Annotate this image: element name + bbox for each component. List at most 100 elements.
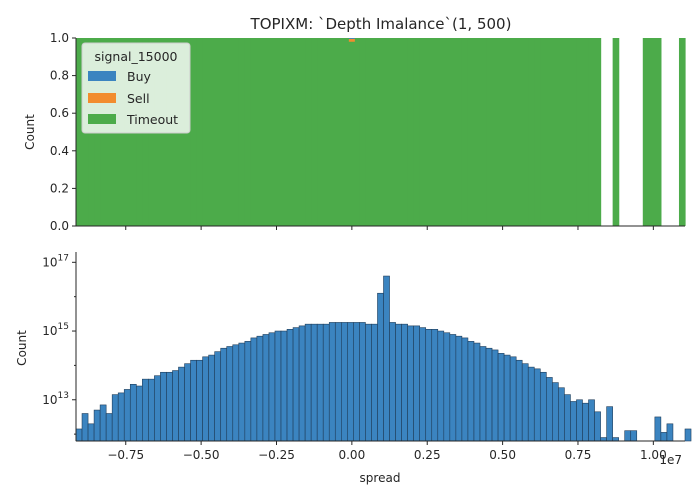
top-y-tick-label: 1.0	[50, 31, 69, 45]
chart-title: TOPIXM: `Depth Imalance`(1, 500)	[250, 15, 512, 33]
histogram-bar	[148, 378, 155, 442]
timeout-bar	[244, 38, 252, 226]
timeout-bar	[214, 38, 222, 226]
timeout-bar	[335, 38, 342, 226]
histogram-bar	[347, 322, 354, 442]
timeout-bar	[612, 38, 620, 226]
histogram-bar	[250, 337, 258, 442]
timeout-bar	[76, 38, 83, 226]
timeout-bar	[479, 38, 487, 226]
histogram-bar	[437, 330, 445, 442]
top-y-axis-label: Count	[23, 114, 37, 150]
top-y-tick-label: 0.6	[50, 106, 69, 120]
histogram-bar	[274, 330, 282, 442]
timeout-bar	[305, 38, 312, 226]
histogram-bar	[533, 368, 541, 442]
histogram-bar	[461, 337, 469, 442]
timeout-bar	[407, 38, 415, 226]
timeout-bar	[467, 38, 475, 226]
bottom-x-tick-label: 0.25	[414, 448, 441, 462]
histogram-bar	[160, 371, 167, 442]
histogram-bar	[142, 378, 149, 442]
histogram-bar	[87, 423, 95, 442]
histogram-bar	[630, 430, 638, 442]
histogram-bar	[552, 382, 559, 442]
histogram-bar	[178, 366, 185, 442]
bottom-y-axis-label: Count	[15, 330, 29, 366]
histogram-bar	[521, 363, 529, 442]
timeout-bar	[341, 38, 348, 226]
histogram-bar	[328, 322, 336, 442]
timeout-bar	[365, 38, 373, 226]
histogram-bar	[660, 432, 668, 442]
timeout-bar	[431, 38, 439, 226]
timeout-bar	[534, 38, 541, 226]
histogram-bar	[491, 349, 499, 442]
histogram-bar	[196, 359, 203, 442]
timeout-bar	[268, 38, 276, 226]
timeout-bar	[425, 38, 433, 226]
top-y-tick-label: 0.8	[50, 69, 69, 83]
histogram-bar	[407, 325, 414, 442]
timeout-bar	[648, 38, 656, 226]
timeout-bar	[528, 38, 535, 226]
legend-swatch-buy	[88, 71, 116, 81]
histogram-bar	[93, 409, 101, 442]
timeout-bar	[262, 38, 270, 226]
histogram-bar	[341, 322, 348, 442]
timeout-bar	[401, 38, 409, 226]
histogram-bar	[316, 323, 324, 442]
histogram-bar	[539, 371, 547, 442]
histogram-bar	[334, 322, 342, 442]
histogram-bar	[509, 356, 517, 442]
timeout-bar	[564, 38, 572, 226]
timeout-bar	[510, 38, 517, 226]
timeout-bar	[389, 38, 397, 226]
histogram-bar	[395, 323, 402, 442]
bottom-y-tick-label: 1015	[42, 322, 69, 338]
histogram-bar	[425, 329, 433, 442]
timeout-bar	[492, 38, 499, 226]
legend-title: signal_15000	[95, 49, 178, 64]
histogram-bar	[268, 332, 276, 442]
histogram-bar	[166, 371, 173, 442]
histogram-bar	[576, 399, 583, 442]
timeout-bar	[582, 38, 590, 226]
timeout-bar	[576, 38, 584, 226]
bottom-x-tick-label: −0.50	[183, 448, 220, 462]
timeout-bar	[546, 38, 553, 226]
histogram-bar	[286, 329, 294, 442]
histogram-bar	[503, 354, 511, 442]
histogram-bar	[172, 370, 179, 442]
legend-box	[81, 42, 191, 134]
histogram-bar	[129, 383, 137, 442]
timeout-bar	[196, 38, 204, 226]
histogram-bar	[99, 404, 107, 442]
histogram-bar	[262, 334, 270, 442]
histogram-bar	[527, 366, 535, 442]
timeout-bar	[256, 38, 264, 226]
histogram-bar	[582, 402, 589, 442]
histogram-bar	[208, 354, 215, 442]
timeout-bar	[311, 38, 318, 226]
histogram-bar	[449, 334, 457, 442]
timeout-bar	[413, 38, 421, 226]
histogram-bar	[190, 359, 197, 442]
timeout-bar	[353, 38, 360, 226]
timeout-bar	[202, 38, 210, 226]
timeout-bar	[323, 38, 330, 226]
timeout-bar	[455, 38, 463, 226]
histogram-bar	[600, 437, 607, 442]
histogram-bar	[455, 335, 463, 442]
histogram-bar	[389, 322, 396, 442]
legend-swatch-sell	[88, 93, 116, 103]
top-y-tick-label: 0.0	[50, 219, 69, 233]
histogram-bar	[479, 346, 487, 442]
histogram-bar	[377, 292, 384, 442]
histogram-bar	[546, 377, 553, 442]
histogram-bar	[105, 413, 113, 442]
timeout-bar	[208, 38, 216, 226]
histogram-bar	[606, 406, 613, 442]
histogram-bar	[666, 423, 674, 442]
